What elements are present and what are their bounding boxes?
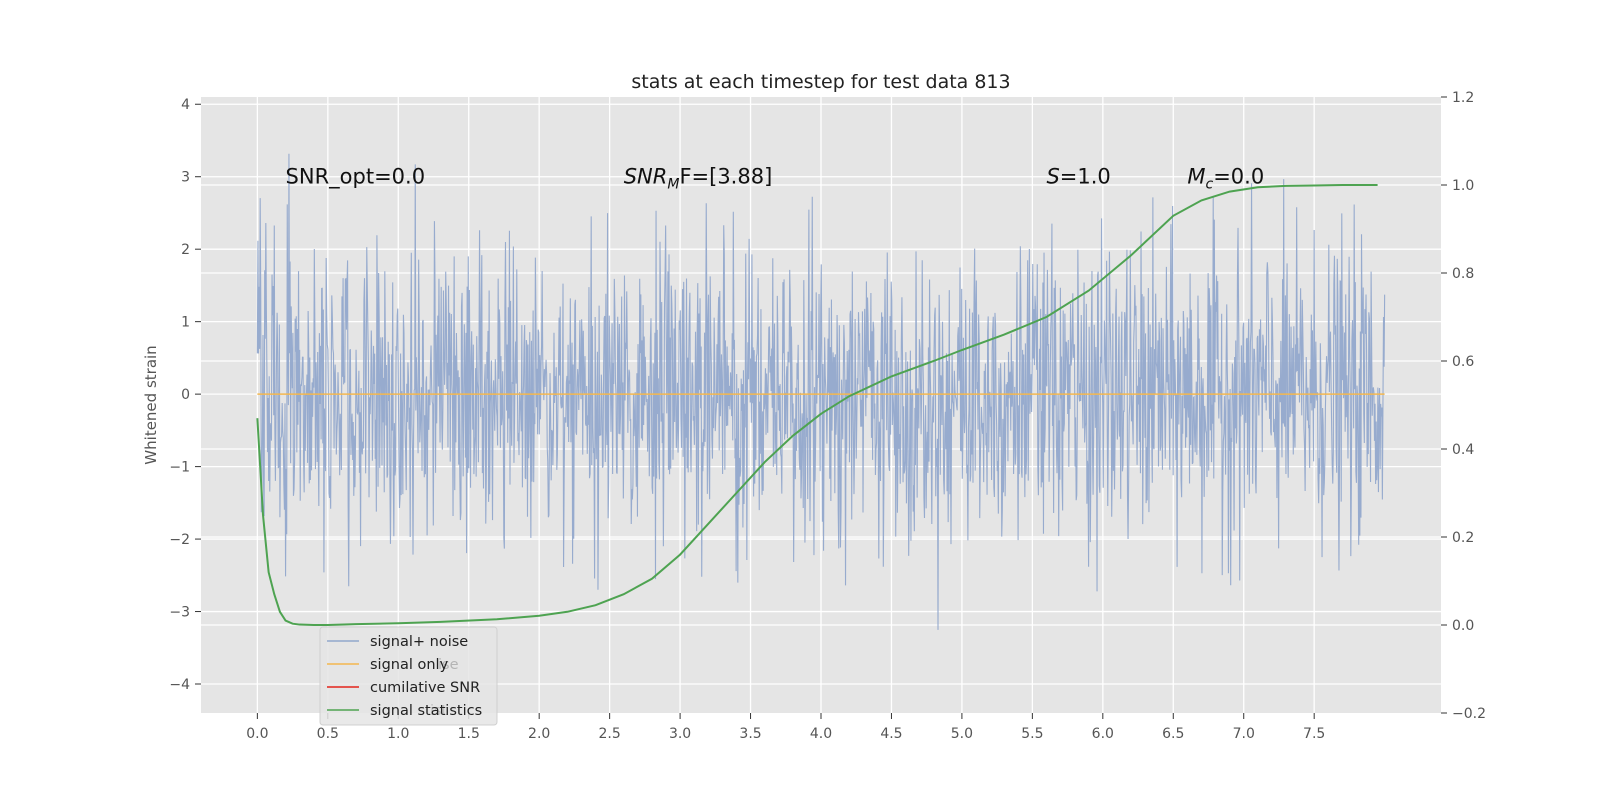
x-tick-label: 2.0 xyxy=(528,726,550,742)
series-signal-statistics xyxy=(256,184,1378,626)
y-axis-right: −0.2 0.0 0.2 0.4 0.6 0.8 1.0 1.2 xyxy=(1441,90,1486,722)
annotation-2: S=1.0 xyxy=(1046,165,1110,189)
annotation-value: =0.0 xyxy=(1213,165,1264,189)
x-tick-label: 2.5 xyxy=(599,726,621,742)
y-tick-label: 1 xyxy=(181,315,190,331)
annotation-value: =1.0 xyxy=(1060,165,1111,189)
x-tick-label: 1.0 xyxy=(387,726,409,742)
y-tick-label: −3 xyxy=(169,605,190,621)
y-tick-label: 0 xyxy=(181,387,190,403)
legend-ghost-text: ist xyxy=(430,703,448,719)
annotation-symbol: SNR xyxy=(624,165,668,189)
y-tick-label: 3 xyxy=(181,170,190,186)
annotation-symbol: M xyxy=(1187,165,1205,189)
y-tick-label: −2 xyxy=(169,532,190,548)
y2-tick-label: 0.2 xyxy=(1452,530,1474,546)
x-tick-label: 4.5 xyxy=(880,726,902,742)
y-tick-label: 4 xyxy=(181,97,190,113)
y2-tick-label: 0.6 xyxy=(1452,354,1474,370)
y-axis-title: Whitened strain xyxy=(142,345,160,464)
y-tick-label: 2 xyxy=(181,242,190,258)
annotation-value: F=[3.88] xyxy=(679,165,772,189)
annotation-1: SNRMF=[3.88] xyxy=(624,165,773,193)
grid xyxy=(201,97,1441,713)
x-tick-label: 5.0 xyxy=(951,726,973,742)
x-tick-label: 3.5 xyxy=(739,726,761,742)
y2-tick-label: 0.4 xyxy=(1452,442,1474,458)
noise-line xyxy=(256,153,1386,630)
x-tick-label: 6.0 xyxy=(1092,726,1114,742)
legend-ghost-text: ise xyxy=(438,657,459,673)
annotations: SNR_opt=0.0 SNRMF=[3.88] S=1.0 Mc=0.0 xyxy=(286,165,1265,193)
y-tick-label: −4 xyxy=(169,677,190,693)
y2-tick-label: 1.0 xyxy=(1452,178,1474,194)
x-axis: 0.0 0.5 1.0 1.5 2.0 2.5 3.0 3.5 4.0 4.5 5.0 5.5 6.0 6… xyxy=(246,713,1325,742)
y-tick-label: −1 xyxy=(169,460,190,476)
y2-tick-label: 0.8 xyxy=(1452,266,1474,282)
x-tick-label: 3.0 xyxy=(669,726,691,742)
x-tick-label: 1.5 xyxy=(458,726,480,742)
y-axis-left: −4 −3 −2 −1 0 1 2 3 4 xyxy=(169,97,201,693)
x-tick-label: 7.0 xyxy=(1233,726,1255,742)
legend-label: cumilative SNR xyxy=(370,680,480,696)
legend-label: signal+ noise xyxy=(370,634,468,650)
legend: signal+ noise signal only cumilative SNR si… xyxy=(319,626,498,726)
signal-statistics-line xyxy=(256,184,1378,626)
annotation-subscript: c xyxy=(1205,177,1213,193)
x-tick-label: 7.5 xyxy=(1303,726,1325,742)
y2-tick-label: −0.2 xyxy=(1452,706,1486,722)
annotation-symbol: S xyxy=(1046,165,1059,189)
annotation-0: SNR_opt=0.0 xyxy=(286,165,426,190)
legend-box xyxy=(319,626,498,726)
annotation-subscript: M xyxy=(667,177,679,193)
legend-label: signal statistics xyxy=(370,703,482,719)
chart-title: stats at each timestep for test data 813 xyxy=(631,71,1010,93)
legend-label: signal only xyxy=(370,657,449,673)
y2-tick-label: 1.2 xyxy=(1452,90,1474,106)
x-tick-label: 4.0 xyxy=(810,726,832,742)
x-tick-label: 0.5 xyxy=(317,726,339,742)
x-tick-label: 6.5 xyxy=(1162,726,1184,742)
y2-tick-label: 0.0 xyxy=(1452,618,1474,634)
x-tick-label: 5.5 xyxy=(1021,726,1043,742)
x-tick-label: 0.0 xyxy=(246,726,268,742)
series-signal-noise xyxy=(256,153,1386,630)
annotation-3: Mc=0.0 xyxy=(1187,165,1264,193)
